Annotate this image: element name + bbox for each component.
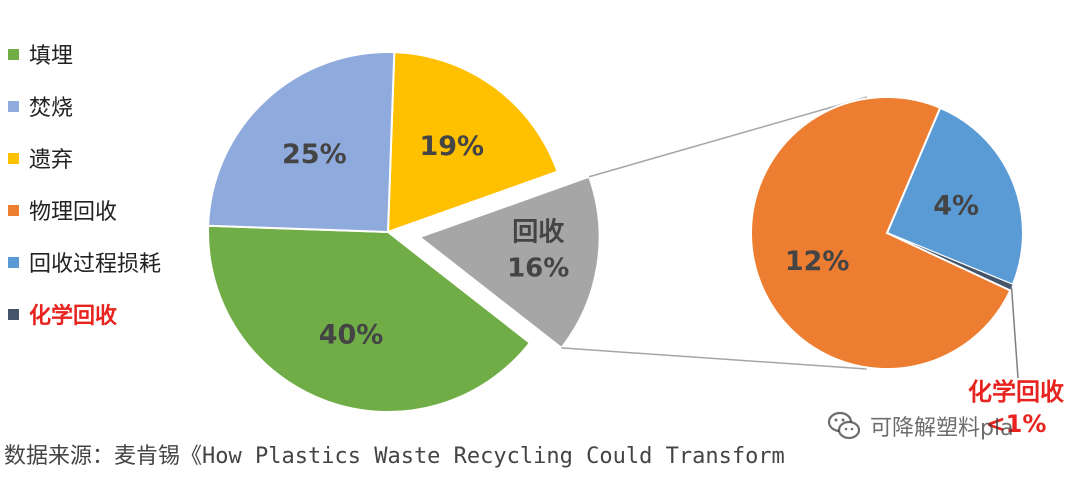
wechat-watermark: 可降解塑料pla (826, 408, 1014, 444)
callout-name-label: 化学回收 (968, 378, 1064, 406)
callout-leader-line (1010, 287, 1019, 379)
pie-slice (386, 51, 559, 234)
legend-swatch (8, 256, 19, 268)
legend-item: 物理回收 (8, 184, 161, 236)
legend-item: 化学回收 (8, 288, 161, 340)
sub-pie-slice (885, 106, 1024, 286)
legend-label: 回收过程损耗 (29, 252, 162, 277)
sub-pie-data-label: 4% (933, 191, 979, 222)
legend-label: 焚烧 (29, 96, 74, 121)
legend-item: 焚烧 (8, 80, 161, 132)
pie-data-label: 40% (319, 319, 384, 350)
pie-slice (207, 224, 532, 413)
pie-slice (207, 51, 396, 234)
source-prefix: 数据来源：麦肯锡《 (4, 444, 203, 469)
sub-pie-slice (750, 96, 1012, 370)
legend-label: 填埋 (29, 44, 74, 69)
legend-swatch (8, 152, 19, 164)
legend-label: 遗弃 (29, 148, 74, 173)
legend-item: 遗弃 (8, 132, 161, 184)
sub-pie-data-label: 12% (785, 246, 850, 277)
pie-data-label: 16% (507, 253, 569, 283)
pie-data-label: 25% (282, 139, 347, 170)
legend-swatch (8, 48, 19, 60)
legend: 填埋焚烧遗弃物理回收回收过程损耗 化学回收 (8, 28, 161, 340)
legend-item: 回收过程损耗 (8, 236, 161, 288)
connector-line (561, 347, 868, 370)
watermark-text: 可降解塑料pla (870, 416, 1014, 441)
legend-swatch (8, 204, 19, 216)
legend-swatch (8, 308, 19, 320)
wechat-icon (827, 411, 861, 440)
pie-slice (417, 175, 601, 350)
callout-value-label: <1% (986, 410, 1047, 438)
pie-data-label: 19% (419, 131, 484, 162)
legend-label: 化学回收 (29, 304, 118, 329)
legend-swatch (8, 100, 19, 112)
legend-label: 物理回收 (29, 200, 118, 225)
pie-slice-name-label: 回收 (512, 217, 564, 247)
legend-item: 填埋 (8, 28, 161, 80)
connector-line (588, 96, 868, 178)
data-source-note: 数据来源：麦肯锡《How Plastics Waste Recycling Co… (4, 438, 785, 470)
source-title: How Plastics Waste Recycling Could Trans… (202, 444, 785, 469)
